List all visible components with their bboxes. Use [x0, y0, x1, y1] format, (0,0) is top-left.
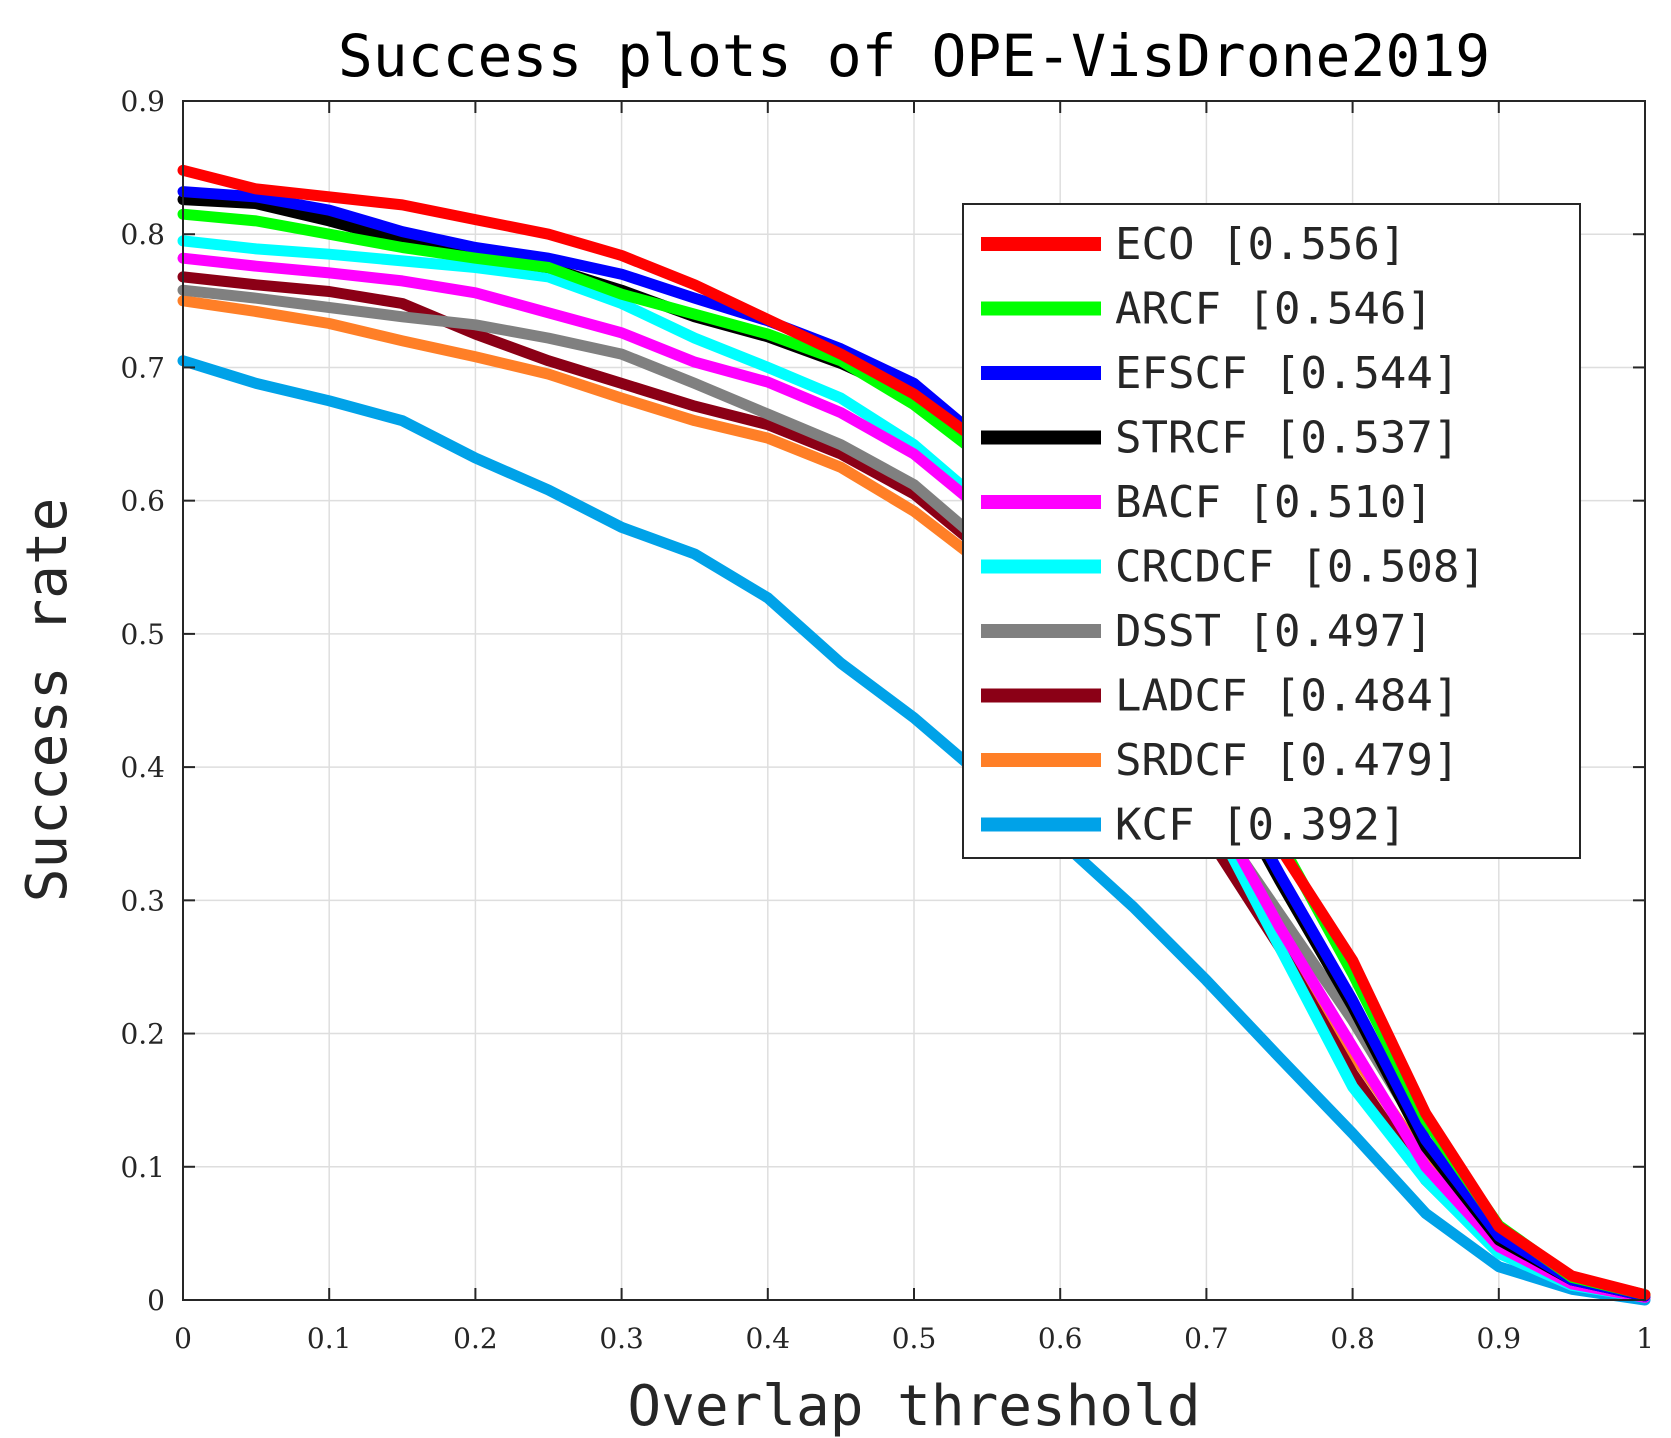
y-tick-label: 0.5 [120, 618, 165, 651]
x-tick-label: 0.4 [746, 1322, 791, 1355]
legend-entry: ECO [0.556] [1115, 219, 1406, 270]
y-tick-label: 0.9 [120, 85, 165, 118]
x-tick-label: 0.3 [599, 1322, 644, 1355]
y-tick-label: 0.4 [120, 751, 165, 784]
legend-entry: EFSCF [0.544] [1115, 348, 1459, 399]
legend-entry: CRCDCF [0.508] [1115, 542, 1486, 593]
legend-entry: STRCF [0.537] [1115, 413, 1459, 464]
x-tick-label: 0.2 [453, 1322, 498, 1355]
ticks: 0 0.1 0.2 0.3 0.4 0.5 0.6 0.7 0.8 0.9 1 0 0.1 0.2 0.3 0… [120, 85, 1653, 1355]
x-tick-label: 0 [174, 1322, 192, 1355]
y-tick-label: 0.6 [120, 485, 165, 518]
series-line [177, 355, 1651, 1306]
series-line [177, 252, 1651, 1303]
x-tick-label: 0.1 [307, 1322, 352, 1355]
y-tick-label: 0.2 [120, 1018, 165, 1051]
series-line [177, 235, 1651, 1303]
series-lines [177, 164, 1651, 1306]
y-tick-label: 0.3 [120, 884, 165, 917]
y-axis-label: Success rate [15, 498, 80, 903]
legend-entry: DSST [0.497] [1115, 606, 1433, 657]
legend-entry: BACF [0.510] [1115, 477, 1433, 528]
chart-title: Success plots of OPE-VisDrone2019 [338, 22, 1490, 90]
legend-entry: SRDCF [0.479] [1115, 735, 1459, 786]
x-axis-label: Overlap threshold [627, 1374, 1200, 1438]
legend-entry: KCF [0.392] [1115, 800, 1406, 851]
y-tick-label: 0 [147, 1284, 165, 1317]
legend-entry: LADCF [0.484] [1115, 671, 1459, 722]
y-tick-label: 0.1 [120, 1151, 165, 1184]
x-tick-label: 0.9 [1477, 1322, 1522, 1355]
series-line [177, 186, 1651, 1302]
x-tick-label: 0.6 [1038, 1322, 1083, 1355]
y-tick-label: 0.7 [120, 351, 165, 384]
legend-entry: ARCF [0.546] [1115, 284, 1433, 335]
series-line [177, 164, 1651, 1301]
x-tick-label: 0.7 [1184, 1322, 1229, 1355]
x-tick-label: 0.8 [1330, 1322, 1375, 1355]
y-tick-label: 0.8 [120, 218, 165, 251]
x-tick-label: 0.5 [892, 1322, 937, 1355]
x-tick-label: 1 [1636, 1322, 1654, 1355]
legend: ECO [0.556] ARCF [0.546] EFSCF [0.544] STRC… [962, 203, 1581, 859]
